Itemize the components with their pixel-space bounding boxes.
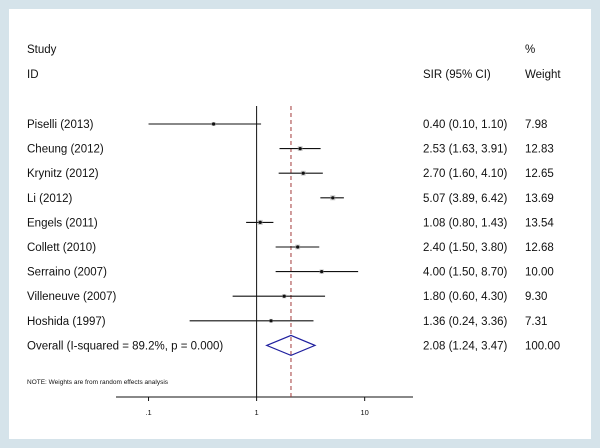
estimate-ci-text: 1.80 (0.60, 4.30) xyxy=(423,291,508,303)
point-estimate xyxy=(301,171,305,175)
x-tick-label: 1 xyxy=(255,408,259,417)
overall-estimate-ci-text: 2.08 (1.24, 3.47) xyxy=(423,340,508,352)
study-label: Li (2012) xyxy=(27,193,73,205)
overall-weight-value: 100.00 xyxy=(525,340,560,352)
study-row: Cheung (2012) 2.53 (1.63, 3.91) 12.83 xyxy=(27,144,554,156)
point-estimate xyxy=(320,270,324,274)
header-study: Study xyxy=(27,44,57,56)
estimate-ci-text: 2.40 (1.50, 3.80) xyxy=(423,242,508,254)
study-rows: Piselli (2013) 0.40 (0.10, 1.10) 7.98 Cheun… xyxy=(27,119,554,328)
study-row: Collett (2010) 2.40 (1.50, 3.80) 12.68 xyxy=(27,242,554,254)
overall-diamond xyxy=(265,334,317,357)
weight-value: 10.00 xyxy=(525,267,554,279)
overall-label: Overall (I-squared = 89.2%, p = 0.000) xyxy=(27,340,223,352)
forest-plot: Study ID SIR (95% CI) % Weight .1 1 10 Pis… xyxy=(27,44,561,417)
point-estimate xyxy=(269,319,273,323)
weight-value: 13.54 xyxy=(525,217,554,229)
x-tick-label: 10 xyxy=(361,408,369,417)
estimate-ci-text: 2.70 (1.60, 4.10) xyxy=(423,168,508,180)
study-row: Serraino (2007) 4.00 (1.50, 8.70) 10.00 xyxy=(27,267,554,279)
study-label: Piselli (2013) xyxy=(27,119,94,131)
weight-value: 13.69 xyxy=(525,193,554,205)
point-estimate xyxy=(331,196,335,200)
study-row: Hoshida (1997) 1.36 (0.24, 3.36) 7.31 xyxy=(27,316,547,328)
x-axis: .1 1 10 xyxy=(116,106,413,417)
header-weight-percent: % xyxy=(525,44,535,56)
point-estimate xyxy=(298,147,302,151)
forest-plot-panel: Study ID SIR (95% CI) % Weight .1 1 10 Pis… xyxy=(9,9,591,439)
point-estimate xyxy=(282,294,286,298)
study-label: Villeneuve (2007) xyxy=(27,291,116,303)
point-estimate xyxy=(258,220,262,224)
footnote: NOTE: Weights are from random effects an… xyxy=(27,379,169,386)
point-estimate xyxy=(211,122,216,126)
header-id: ID xyxy=(27,69,39,81)
weight-value: 12.83 xyxy=(525,144,554,156)
study-label: Engels (2011) xyxy=(27,217,98,229)
weight-value: 9.30 xyxy=(525,291,547,303)
study-label: Krynitz (2012) xyxy=(27,168,99,180)
estimate-ci-text: 5.07 (3.89, 6.42) xyxy=(423,193,508,205)
weight-value: 12.65 xyxy=(525,168,554,180)
study-label: Hoshida (1997) xyxy=(27,316,106,328)
study-row: Engels (2011) 1.08 (0.80, 1.43) 13.54 xyxy=(27,217,554,229)
estimate-ci-text: 1.36 (0.24, 3.36) xyxy=(423,316,508,328)
estimate-ci-text: 4.00 (1.50, 8.70) xyxy=(423,267,508,279)
study-row: Piselli (2013) 0.40 (0.10, 1.10) 7.98 xyxy=(27,119,547,131)
study-label: Collett (2010) xyxy=(27,242,96,254)
study-label: Serraino (2007) xyxy=(27,267,107,279)
weight-value: 12.68 xyxy=(525,242,554,254)
estimate-ci-text: 1.08 (0.80, 1.43) xyxy=(423,217,508,229)
x-tick-label: .1 xyxy=(145,408,151,417)
header-estimate: SIR (95% CI) xyxy=(423,69,491,81)
overall-row: Overall (I-squared = 89.2%, p = 0.000) 2.… xyxy=(27,334,560,357)
study-row: Li (2012) 5.07 (3.89, 6.42) 13.69 xyxy=(27,193,554,205)
header-weight: Weight xyxy=(525,69,561,81)
study-label: Cheung (2012) xyxy=(27,144,104,156)
weight-value: 7.31 xyxy=(525,316,547,328)
study-row: Villeneuve (2007) 1.80 (0.60, 4.30) 9.30 xyxy=(27,291,547,303)
estimate-ci-text: 2.53 (1.63, 3.91) xyxy=(423,144,508,156)
weight-value: 7.98 xyxy=(525,119,547,131)
study-row: Krynitz (2012) 2.70 (1.60, 4.10) 12.65 xyxy=(27,168,554,180)
point-estimate xyxy=(296,245,300,249)
estimate-ci-text: 0.40 (0.10, 1.10) xyxy=(423,119,508,131)
